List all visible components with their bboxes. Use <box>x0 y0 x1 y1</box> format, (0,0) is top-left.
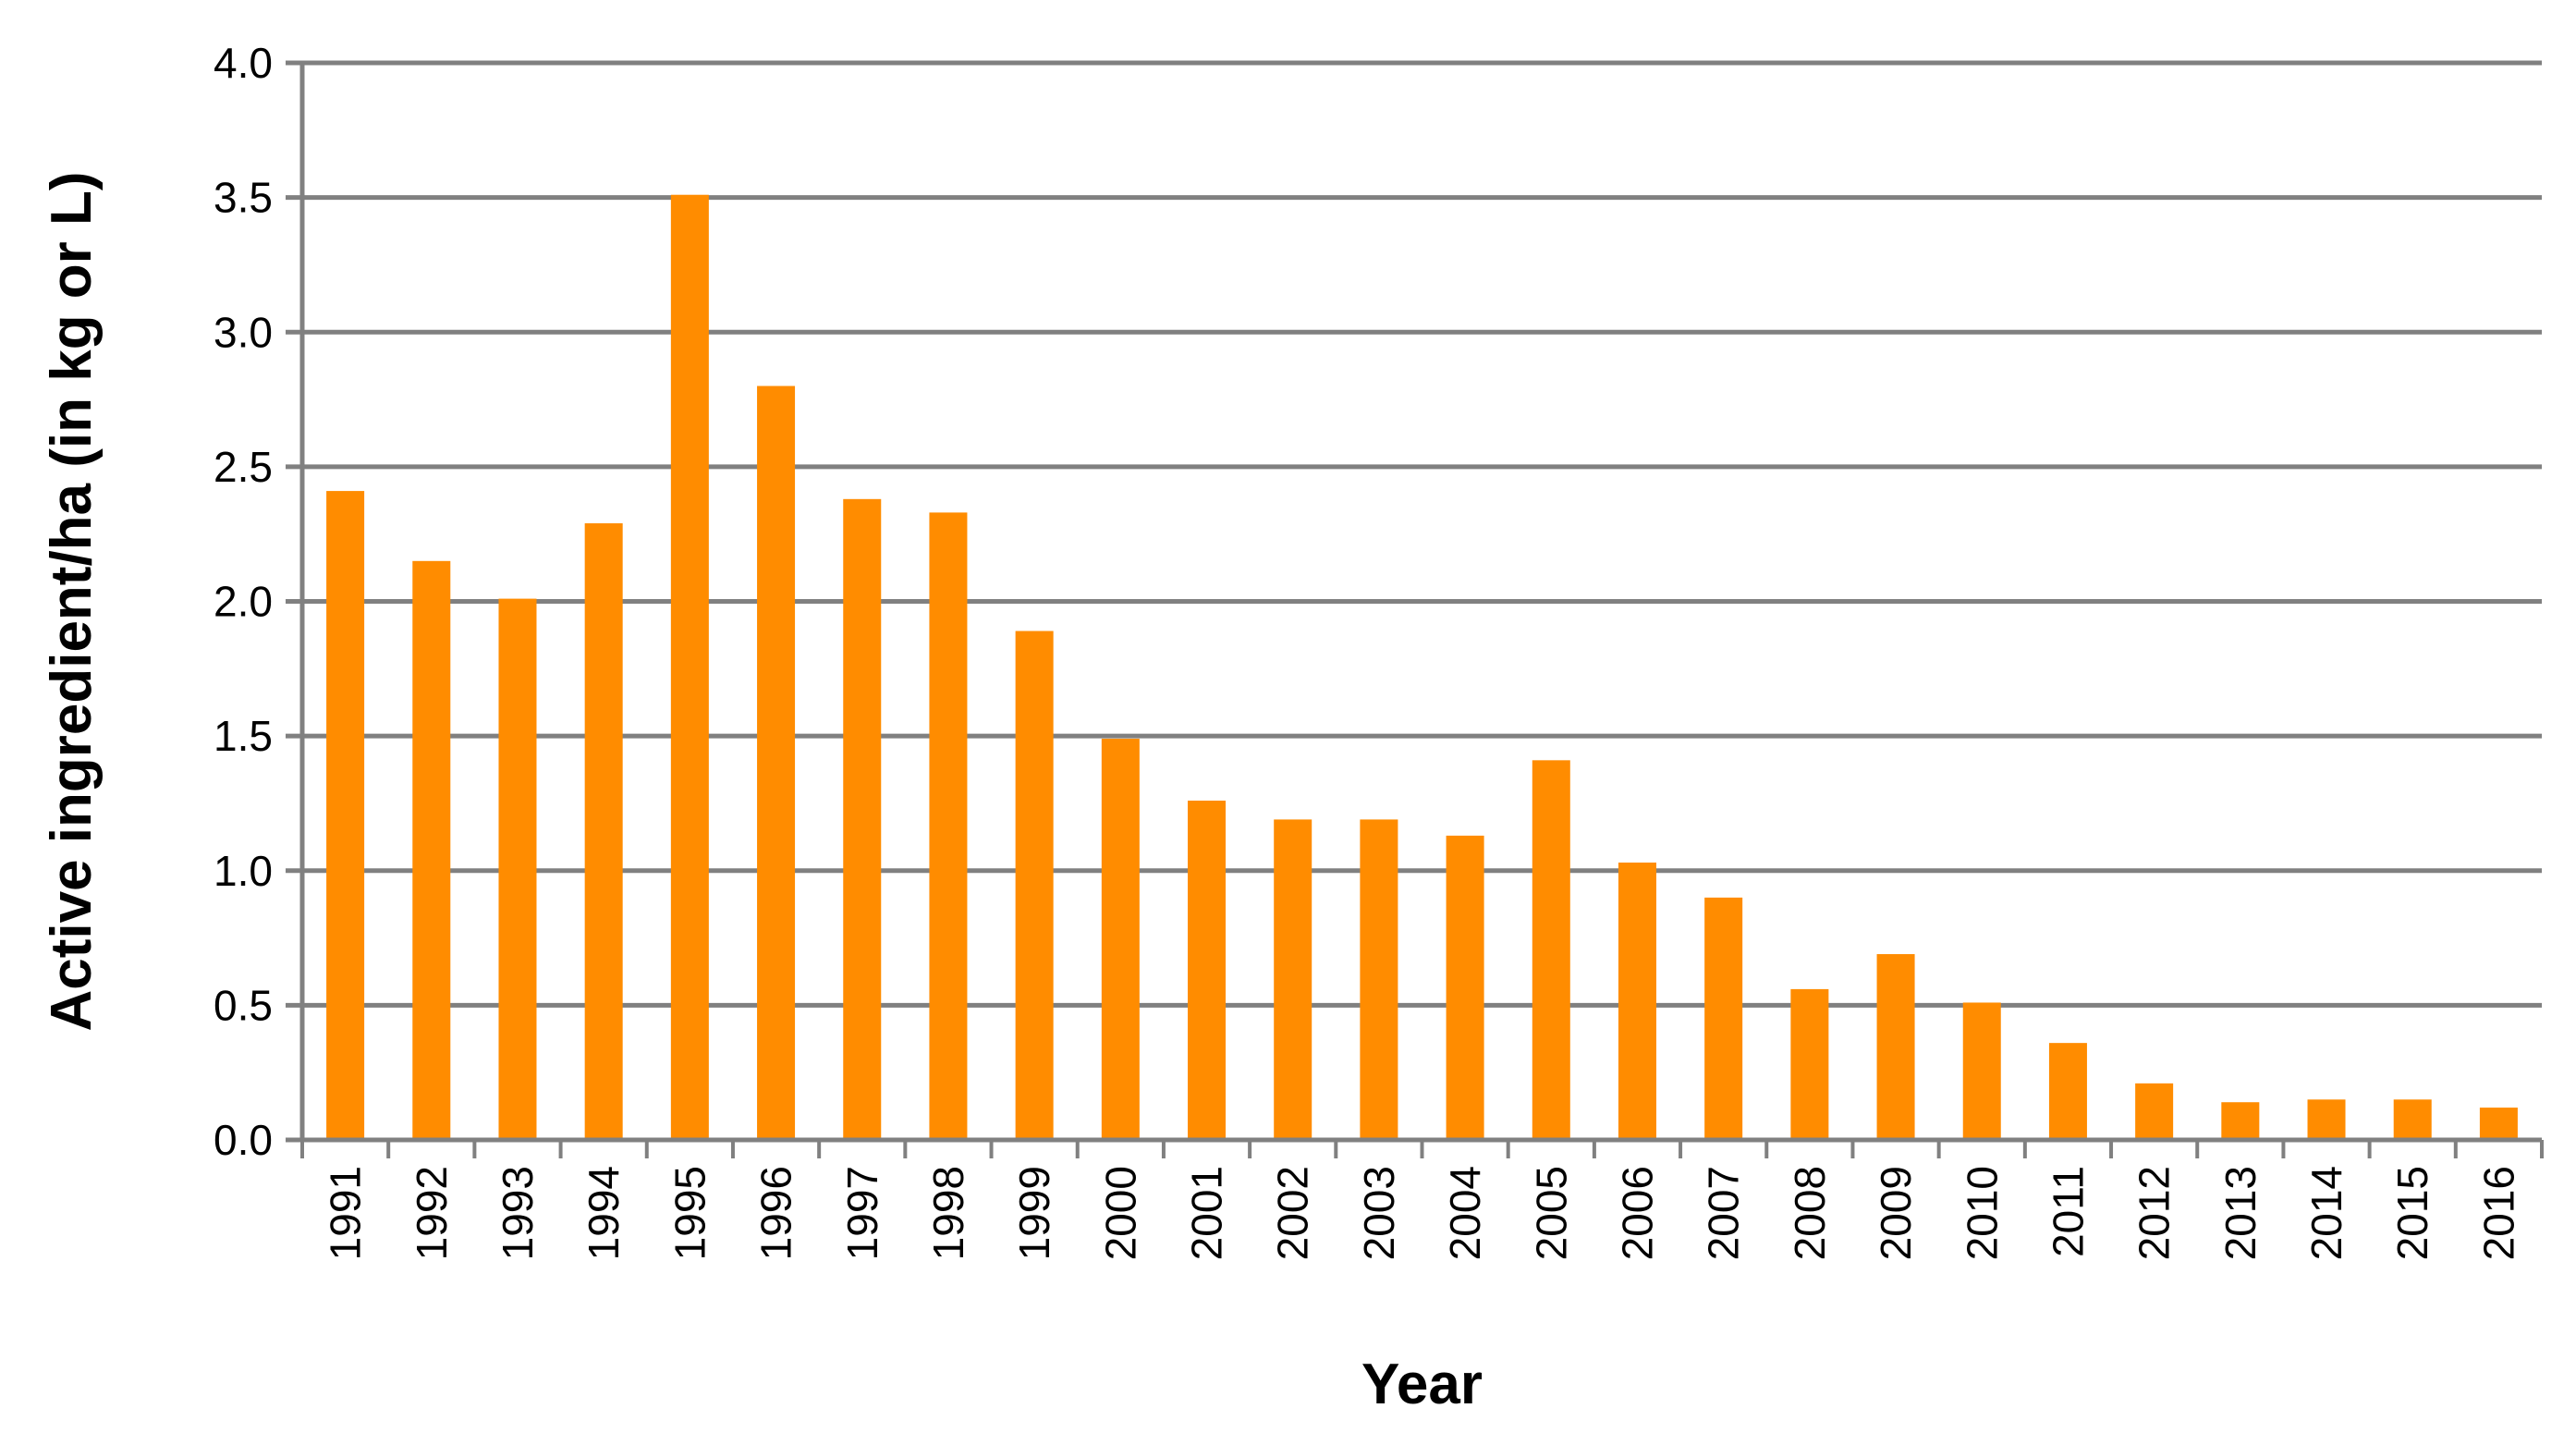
gridlines <box>286 60 2544 1158</box>
y-tick-label: 1.5 <box>214 712 273 760</box>
y-axis-title: Active ingredient/ha (in kg or L) <box>40 171 104 1031</box>
axes <box>286 63 2542 1143</box>
bar-2001 <box>1188 801 1227 1140</box>
x-tick-label: 2010 <box>1958 1166 2006 1260</box>
y-tick-label: 0.5 <box>214 981 273 1029</box>
x-tick-label: 2014 <box>2302 1166 2350 1260</box>
x-tick-label: 2013 <box>2216 1166 2265 1260</box>
x-tick-labels: 1991 1992 1993 1994 1995 1996 1997 1998 1999 2000… <box>322 1166 2523 1260</box>
bar-2004 <box>1446 835 1484 1140</box>
bar-1999 <box>1015 631 1054 1140</box>
x-tick-label: 1995 <box>665 1166 714 1260</box>
bar-1995 <box>670 194 709 1140</box>
y-tick-label: 0.0 <box>214 1116 273 1164</box>
bar-2012 <box>2135 1083 2174 1140</box>
bar-1994 <box>584 523 623 1140</box>
x-tick-label: 2004 <box>1441 1166 1489 1260</box>
x-tick-label: 2012 <box>2130 1166 2179 1260</box>
bars <box>326 194 2518 1140</box>
bar-2005 <box>1532 760 1570 1140</box>
bar-1996 <box>757 386 796 1140</box>
bar-2009 <box>1876 954 1915 1140</box>
bar-2010 <box>1962 1002 2001 1140</box>
x-tick-label: 2009 <box>1872 1166 1920 1260</box>
x-tick-label: 2002 <box>1269 1166 1317 1260</box>
y-tick-label: 2.5 <box>214 443 273 491</box>
x-tick-label: 2016 <box>2474 1166 2522 1260</box>
x-tick-label: 2003 <box>1355 1166 1403 1260</box>
bar-1997 <box>843 498 882 1140</box>
x-tick-label: 2006 <box>1613 1166 1661 1260</box>
bar-2007 <box>1704 897 1743 1140</box>
x-tick-label: 1994 <box>580 1166 628 1260</box>
x-tick-label: 1999 <box>1010 1166 1058 1260</box>
bar-2000 <box>1101 739 1140 1140</box>
bar-1993 <box>498 598 537 1140</box>
bar-2011 <box>2048 1043 2087 1140</box>
x-tick-label: 2008 <box>1786 1166 1834 1260</box>
bar-2002 <box>1274 819 1312 1140</box>
x-tick-label: 1997 <box>838 1166 886 1260</box>
x-tick-label: 2015 <box>2388 1166 2436 1260</box>
y-tick-label: 2.0 <box>214 578 273 626</box>
bar-1992 <box>412 560 451 1140</box>
bar-2013 <box>2221 1102 2260 1140</box>
bar-2015 <box>2393 1099 2432 1140</box>
x-tick-label: 1991 <box>322 1166 370 1260</box>
bar-2008 <box>1790 988 1829 1140</box>
x-tick-label: 2005 <box>1527 1166 1575 1260</box>
x-tick-label: 2007 <box>1700 1166 1748 1260</box>
x-tick-label: 1996 <box>752 1166 800 1260</box>
x-tick-label: 2000 <box>1096 1166 1144 1260</box>
bar-1998 <box>929 512 968 1140</box>
bar-1991 <box>326 491 365 1140</box>
bar-2014 <box>2307 1099 2346 1140</box>
x-tick-label: 2011 <box>2044 1166 2092 1257</box>
y-tick-label: 1.0 <box>214 847 273 895</box>
x-tick-label: 1993 <box>494 1166 542 1260</box>
bar-2003 <box>1360 819 1398 1140</box>
x-tick-label: 1998 <box>924 1166 972 1260</box>
bar-2006 <box>1618 863 1656 1140</box>
x-tick-label: 1992 <box>408 1166 456 1260</box>
bar-2016 <box>2479 1108 2518 1140</box>
y-tick-label: 4.0 <box>214 39 273 87</box>
y-tick-labels: 0.0 0.5 1.0 1.5 2.0 2.5 3.0 3.5 4.0 <box>214 39 273 1164</box>
x-axis-title: Year <box>1361 1353 1483 1416</box>
y-tick-label: 3.5 <box>214 174 273 222</box>
y-tick-label: 3.0 <box>214 308 273 356</box>
x-tick-label: 2001 <box>1183 1166 1231 1260</box>
